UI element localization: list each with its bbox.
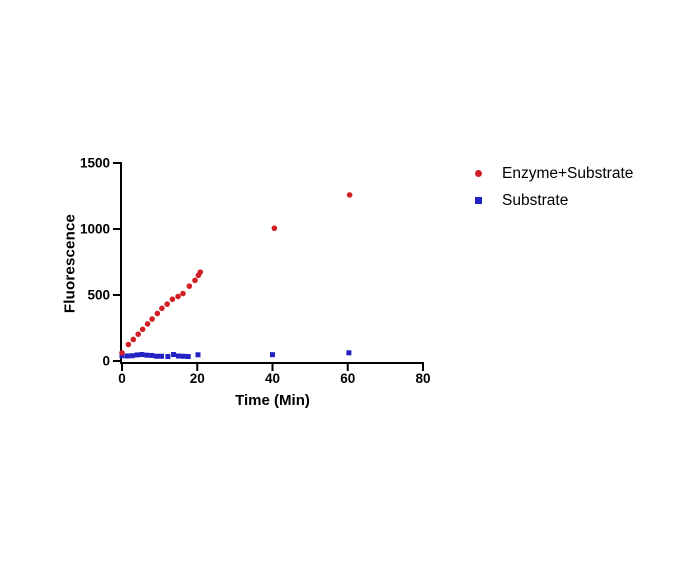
data-point-enzyme-substrate xyxy=(139,326,146,333)
x-tick-label: 60 xyxy=(340,371,355,386)
data-point-substrate xyxy=(180,353,186,359)
data-point-substrate xyxy=(144,352,150,358)
data-point-enzyme-substrate xyxy=(149,316,155,322)
y-axis-title: Fluorescence xyxy=(61,213,79,314)
data-point-substrate xyxy=(159,353,165,359)
data-point-substrate xyxy=(175,353,181,359)
y-tick-label: 500 xyxy=(87,288,110,303)
data-point-substrate xyxy=(129,353,135,359)
x-tick-label: 0 xyxy=(118,371,126,386)
data-point-substrate xyxy=(346,350,352,356)
legend-label-substrate: Substrate xyxy=(502,191,569,209)
data-point-substrate xyxy=(171,352,177,358)
data-point-substrate xyxy=(165,354,171,360)
y-tick-label: 1000 xyxy=(80,222,110,237)
red-circle-marker-icon xyxy=(475,170,482,177)
data-point-substrate xyxy=(185,354,191,360)
legend-label-enzyme-substrate: Enzyme+Substrate xyxy=(502,164,634,182)
x-axis-title: Time (Min) xyxy=(235,392,310,409)
data-point-enzyme-substrate xyxy=(154,310,161,317)
data-point-substrate xyxy=(134,352,140,358)
data-point-substrate xyxy=(124,353,130,359)
data-point-enzyme-substrate xyxy=(197,269,204,275)
data-point-enzyme-substrate xyxy=(144,321,151,327)
data-point-enzyme-substrate xyxy=(159,305,165,312)
data-point-enzyme-substrate xyxy=(180,290,186,297)
data-point-substrate xyxy=(119,353,125,359)
data-point-enzyme-substrate xyxy=(346,192,353,198)
legend-item-enzyme-substrate: Enzyme+Substrate xyxy=(475,160,633,187)
x-tick-label: 20 xyxy=(190,371,205,386)
legend: Enzyme+Substrate Substrate xyxy=(475,160,633,214)
x-tick-label: 40 xyxy=(265,371,280,386)
x-tick-label: 80 xyxy=(415,371,430,386)
data-point-substrate xyxy=(149,352,155,358)
data-point-substrate xyxy=(195,352,201,358)
data-point-enzyme-substrate xyxy=(186,283,193,289)
blue-square-marker-icon xyxy=(475,197,482,204)
y-tick-label: 0 xyxy=(102,354,110,369)
data-point-enzyme-substrate xyxy=(125,341,132,348)
data-point-enzyme-substrate xyxy=(119,350,125,356)
legend-item-substrate: Substrate xyxy=(475,187,633,214)
data-point-substrate xyxy=(154,353,160,359)
data-point-enzyme-substrate xyxy=(135,331,141,338)
data-point-enzyme-substrate xyxy=(192,277,198,284)
data-point-enzyme-substrate xyxy=(169,296,176,303)
data-point-substrate xyxy=(139,352,145,358)
data-point-substrate xyxy=(270,352,275,358)
data-point-enzyme-substrate xyxy=(164,301,170,307)
data-point-enzyme-substrate xyxy=(175,293,181,300)
data-point-enzyme-substrate xyxy=(271,225,278,232)
data-point-enzyme-substrate xyxy=(130,336,137,343)
y-tick-label: 1500 xyxy=(80,156,110,171)
